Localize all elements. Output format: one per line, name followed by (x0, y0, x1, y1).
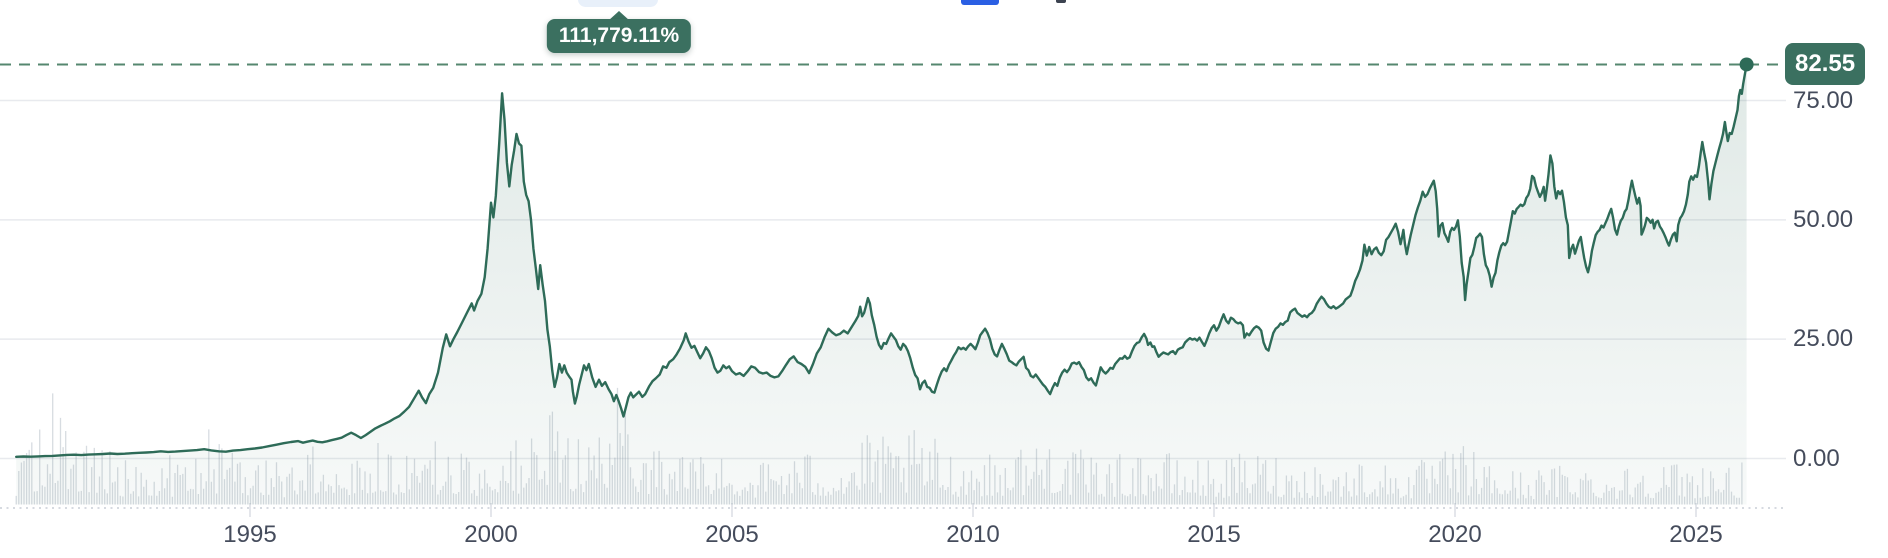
x-axis-label: 2015 (1187, 521, 1241, 548)
y-axis-label: 25.00 (1793, 325, 1854, 353)
price-line (15, 63, 1748, 458)
tooltip-caret-icon (608, 11, 630, 21)
x-axis-label: 2005 (705, 521, 759, 548)
range-button-hovered[interactable] (578, 0, 658, 7)
x-axis-label: 2025 (1669, 521, 1723, 548)
price-area-fill (16, 64, 1747, 505)
x-axis-label: 2020 (1428, 521, 1482, 548)
toolbar-fragment (1056, 0, 1066, 3)
x-axis-label: 2010 (946, 521, 1000, 548)
y-axis-label: 50.00 (1793, 205, 1854, 233)
active-tab-underline (961, 0, 999, 5)
current-value-badge: 82.55 (1785, 43, 1866, 86)
last-point-marker (1739, 57, 1754, 72)
percent-change-tooltip: 111,779.11% (546, 19, 692, 53)
x-axis-label: 1995 (223, 521, 277, 548)
y-axis-label: 75.00 (1793, 86, 1854, 114)
y-axis-label: 0.00 (1793, 444, 1840, 472)
x-axis-label: 2000 (464, 521, 518, 548)
